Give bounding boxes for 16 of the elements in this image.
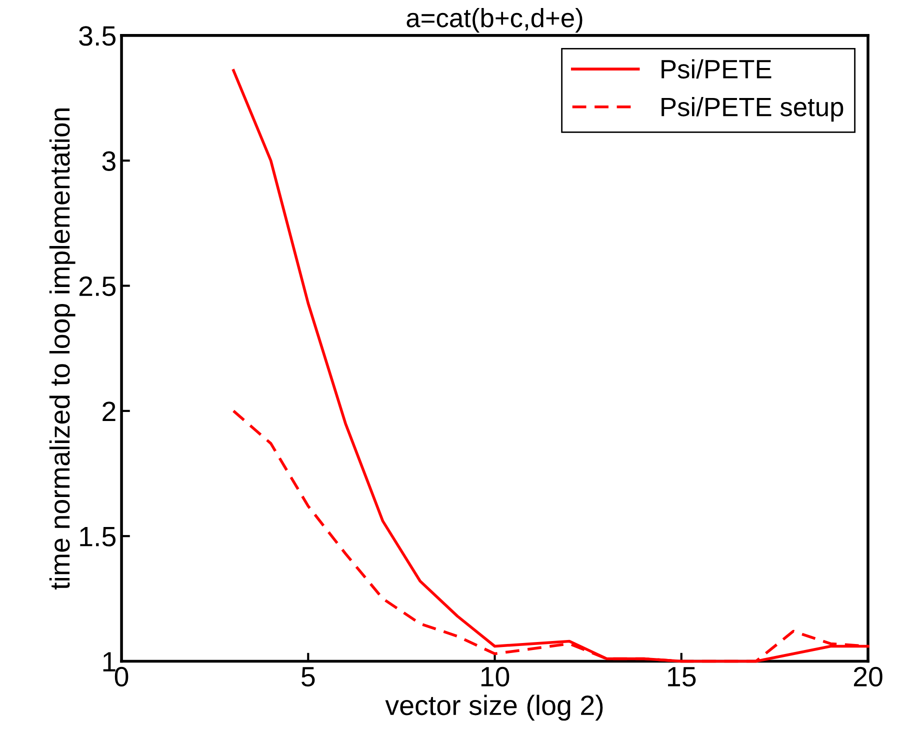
x-tick-label: 20 — [854, 666, 882, 687]
y-axis-title: time normalized to loop implementation — [49, 108, 76, 590]
x-axis-title: vector size (log 2) — [385, 694, 603, 721]
x-tick-label: 0 — [114, 666, 128, 687]
x-tick-label: 10 — [481, 666, 510, 687]
chart-title: a=cat(b+c,d+e) — [406, 8, 582, 33]
legend-label: Psi/PETE setup — [662, 96, 844, 122]
y-tick-label: 1 — [103, 652, 116, 672]
y-tick-label: 1.5 — [80, 527, 116, 546]
x-tick-label: 15 — [668, 667, 696, 687]
legend-label: Psi/PETE — [662, 59, 772, 79]
x-tick-label: 5 — [302, 667, 315, 687]
y-tick-label: 2 — [102, 402, 116, 421]
y-tick-label: 3 — [102, 151, 116, 171]
y-tick-label: 2.5 — [79, 276, 116, 296]
y-tick-label: 3.5 — [79, 26, 116, 46]
